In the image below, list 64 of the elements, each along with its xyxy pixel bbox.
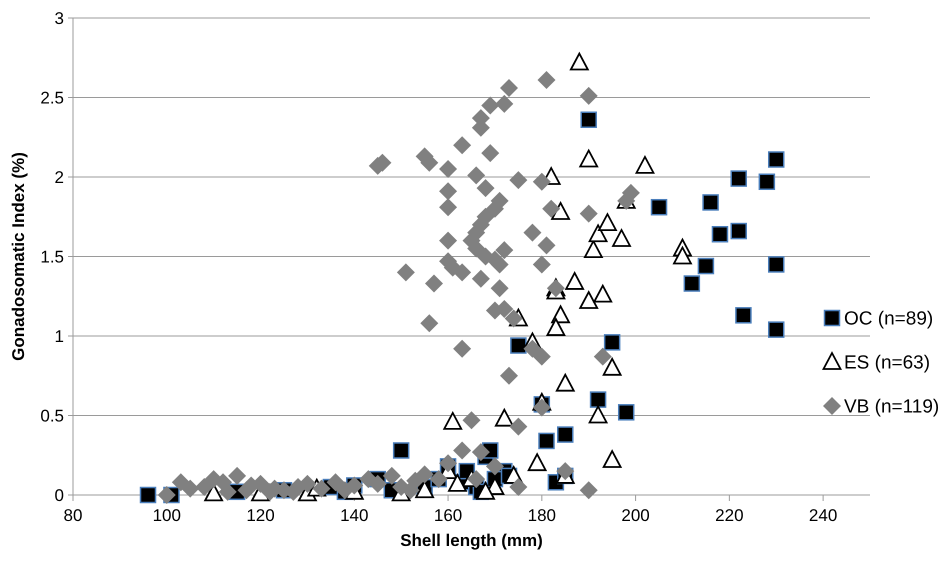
point [570, 52, 589, 70]
point [768, 256, 784, 273]
point [730, 222, 747, 240]
point [768, 321, 784, 338]
point [730, 170, 747, 187]
point [546, 318, 566, 336]
point [712, 226, 728, 242]
point [494, 408, 514, 427]
x-tick-label: 220 [715, 506, 744, 525]
point [650, 198, 668, 216]
legend-label: ES (n=63) [844, 352, 930, 374]
point [584, 240, 603, 258]
y-tick-label: 2.5 [40, 88, 64, 108]
point [476, 482, 495, 500]
point [528, 453, 547, 472]
y-tick-label: 1.5 [40, 247, 64, 266]
x-axis-title: Shell length (mm) [400, 531, 543, 550]
point [735, 307, 752, 324]
x-tick-label: 240 [808, 506, 838, 525]
legend-label: VB (n=119) [844, 396, 940, 418]
point [598, 213, 617, 232]
point [588, 224, 608, 242]
point [593, 284, 612, 303]
point [140, 486, 156, 504]
x-tick-label: 180 [528, 506, 556, 525]
point [551, 202, 570, 220]
point [673, 246, 692, 264]
point [565, 272, 584, 290]
y-tick-label: 0.5 [40, 406, 64, 426]
point [579, 150, 598, 168]
legend-label: OC (n=89) [844, 308, 934, 330]
point [579, 291, 598, 309]
point [392, 442, 410, 459]
x-tick-label: 140 [340, 506, 368, 525]
point [580, 112, 597, 128]
x-tick-label: 160 [434, 506, 462, 525]
y-tick-label: 0 [54, 486, 64, 505]
point [538, 432, 555, 450]
point [698, 258, 714, 274]
point [557, 426, 574, 443]
x-tick-label: 80 [64, 506, 82, 525]
point [612, 229, 631, 247]
point [588, 406, 608, 424]
point [510, 337, 527, 354]
point [590, 391, 606, 408]
x-tick-label: 200 [621, 506, 650, 525]
y-axis-title: Gonadosomatic Index (%) [9, 152, 28, 361]
point [443, 412, 462, 430]
point [702, 194, 719, 211]
y-tick-label: 2 [54, 168, 64, 187]
point [602, 358, 622, 376]
x-tick-label: 120 [246, 506, 275, 525]
point [448, 474, 467, 492]
x-tick-label: 100 [152, 506, 181, 525]
y-tick-label: 1 [54, 326, 64, 346]
point [636, 156, 654, 174]
point [684, 275, 700, 292]
point [618, 404, 634, 421]
point [556, 374, 575, 392]
point [768, 151, 784, 168]
point [602, 450, 622, 468]
point [604, 334, 620, 351]
point [758, 174, 776, 190]
y-tick-label: 3 [54, 8, 64, 28]
